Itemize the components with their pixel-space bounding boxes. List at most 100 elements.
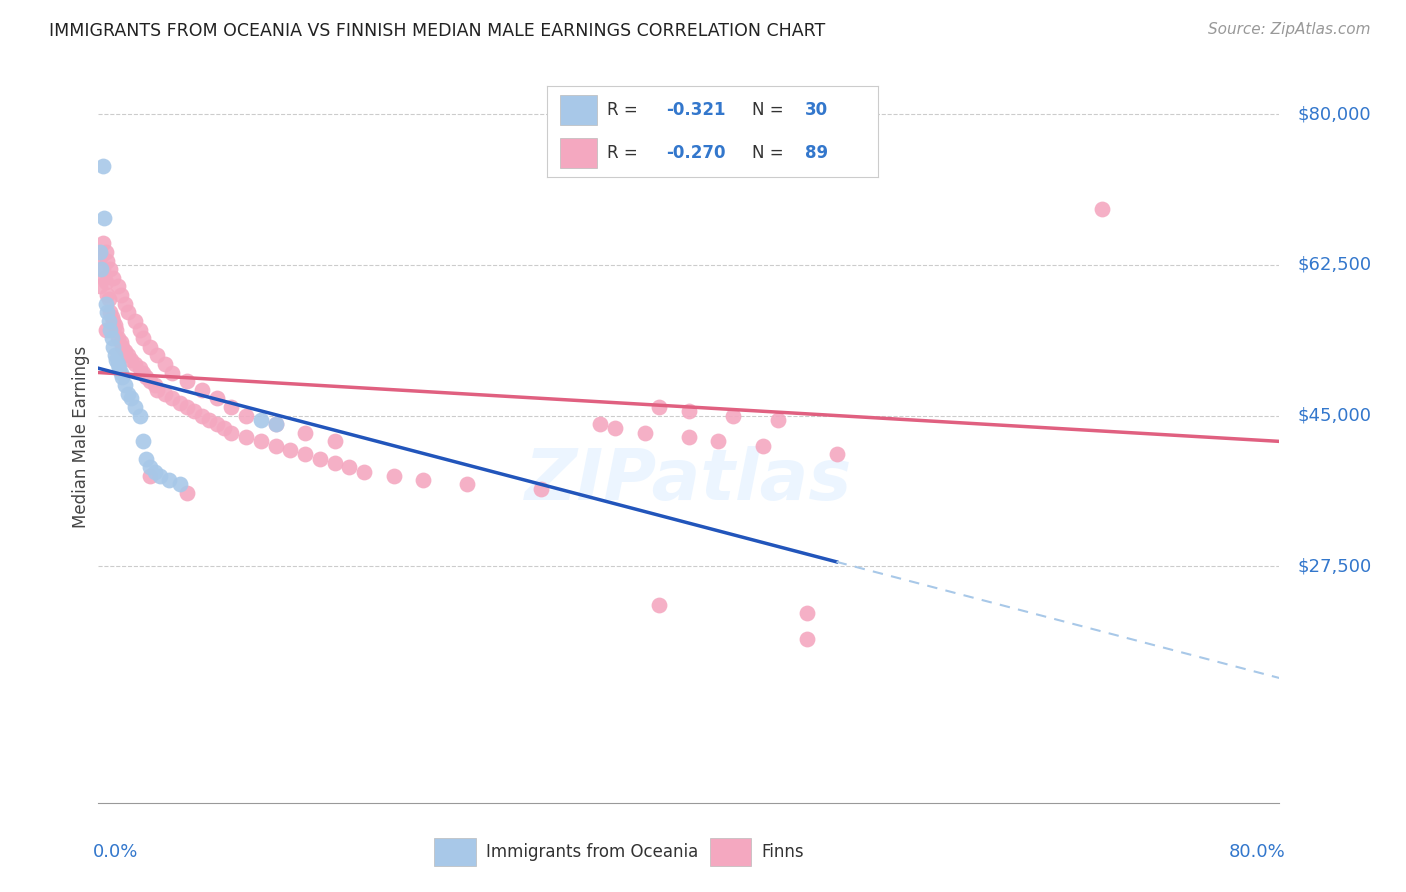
Point	[176, 400, 198, 414]
Point	[205, 417, 228, 432]
Point	[183, 404, 205, 418]
Point	[766, 413, 789, 427]
Point	[143, 378, 166, 392]
Text: $62,500: $62,500	[1298, 256, 1371, 274]
Point	[93, 211, 115, 225]
Point	[191, 383, 214, 397]
Point	[235, 409, 257, 423]
Point	[309, 451, 332, 466]
Text: $45,000: $45,000	[1298, 407, 1371, 425]
Point	[120, 392, 142, 406]
Y-axis label: Median Male Earnings: Median Male Earnings	[72, 346, 90, 528]
Point	[110, 366, 132, 380]
Point	[139, 468, 162, 483]
Point	[124, 400, 146, 414]
Point	[153, 357, 176, 371]
Point	[264, 439, 287, 453]
Point	[89, 245, 111, 260]
Point	[294, 425, 316, 440]
Point	[91, 159, 114, 173]
Point	[264, 417, 287, 432]
Point	[1091, 202, 1114, 216]
Point	[250, 434, 273, 449]
Point	[107, 357, 129, 371]
Point	[124, 357, 146, 371]
Point	[796, 632, 818, 647]
Point	[110, 288, 132, 302]
Point	[132, 331, 155, 345]
Point	[294, 447, 316, 461]
Point	[128, 409, 150, 423]
Point	[94, 296, 117, 310]
Point	[169, 395, 191, 409]
Point	[139, 374, 162, 388]
Point	[96, 253, 118, 268]
Point	[114, 344, 136, 359]
Point	[114, 296, 136, 310]
Point	[634, 425, 657, 440]
Point	[323, 456, 346, 470]
Point	[103, 340, 125, 354]
Point	[98, 322, 121, 336]
Point	[157, 473, 180, 487]
Point	[98, 305, 121, 319]
Point	[93, 271, 115, 285]
Point	[796, 607, 818, 621]
Point	[97, 293, 120, 307]
Point	[264, 417, 287, 432]
Point	[139, 340, 162, 354]
Point	[114, 378, 136, 392]
Point	[648, 598, 671, 612]
Point	[176, 486, 198, 500]
Point	[139, 460, 162, 475]
Point	[198, 413, 221, 427]
Text: Source: ZipAtlas.com: Source: ZipAtlas.com	[1208, 22, 1371, 37]
Point	[280, 442, 302, 457]
Point	[91, 236, 114, 251]
Point	[323, 434, 346, 449]
Point	[128, 322, 150, 336]
Point	[98, 262, 121, 277]
Point	[149, 468, 172, 483]
Point	[723, 409, 745, 423]
Point	[105, 352, 128, 367]
Point	[96, 305, 118, 319]
Point	[117, 387, 139, 401]
Point	[110, 335, 132, 350]
Point	[589, 417, 612, 432]
Text: ZIPatlas: ZIPatlas	[526, 447, 852, 516]
Point	[146, 348, 169, 362]
Point	[90, 262, 112, 277]
Point	[94, 245, 117, 260]
Point	[111, 369, 134, 384]
Text: 80.0%: 80.0%	[1229, 843, 1285, 861]
Point	[143, 465, 166, 479]
Point	[107, 279, 129, 293]
Point	[235, 430, 257, 444]
Point	[457, 477, 479, 491]
Point	[162, 366, 183, 380]
Point	[100, 310, 122, 324]
Point	[191, 409, 214, 423]
Point	[153, 387, 176, 401]
Point	[339, 460, 361, 475]
Point	[90, 249, 112, 263]
Point	[605, 421, 627, 435]
Text: $27,500: $27,500	[1298, 558, 1371, 575]
Point	[94, 322, 117, 336]
Point	[108, 361, 131, 376]
Point	[103, 314, 125, 328]
Point	[132, 434, 155, 449]
Point	[169, 477, 191, 491]
Point	[678, 430, 700, 444]
Text: 0.0%: 0.0%	[93, 843, 138, 861]
Point	[104, 318, 127, 333]
Point	[105, 322, 128, 336]
Point	[250, 413, 273, 427]
Point	[124, 314, 146, 328]
Point	[94, 275, 117, 289]
Point	[146, 383, 169, 397]
Text: IMMIGRANTS FROM OCEANIA VS FINNISH MEDIAN MALE EARNINGS CORRELATION CHART: IMMIGRANTS FROM OCEANIA VS FINNISH MEDIA…	[49, 22, 825, 40]
Point	[382, 468, 405, 483]
Point	[707, 434, 730, 449]
